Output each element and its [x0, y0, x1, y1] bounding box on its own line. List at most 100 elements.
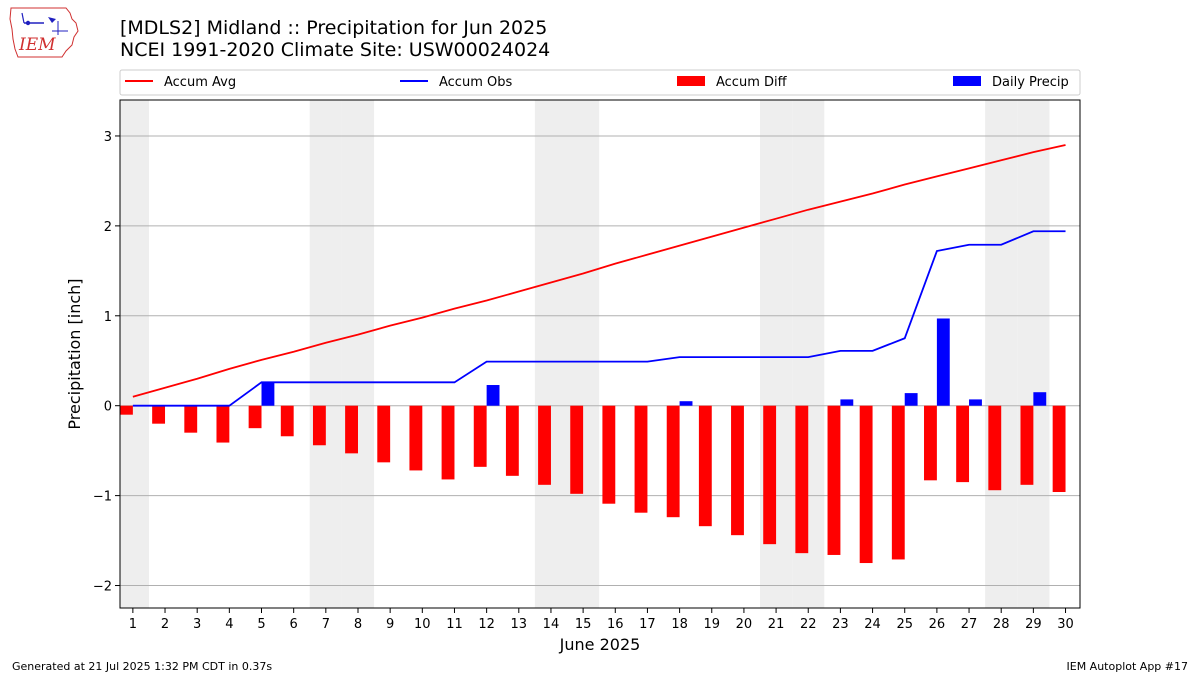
- accum-diff-bar: [1052, 405, 1066, 493]
- accum-avg-line: [132, 144, 1066, 398]
- accum-diff-bar: [602, 405, 616, 504]
- accum-diff-bar: [312, 405, 326, 446]
- chart-title: [MDLS2] Midland :: Precipitation for Jun…: [120, 17, 548, 39]
- accum-diff-bar: [795, 405, 809, 554]
- x-tick-label: 5: [257, 617, 265, 632]
- y-tick-label: 2: [104, 220, 112, 235]
- accum-diff-bar: [409, 405, 423, 471]
- accum-diff-bar: [634, 405, 648, 513]
- chart-subtitle: NCEI 1991-2020 Climate Site: USW00024024: [120, 39, 551, 61]
- x-tick-label: 7: [322, 617, 330, 632]
- legend-label: Accum Avg: [164, 75, 236, 90]
- x-tick-label: 10: [414, 617, 431, 632]
- x-tick-label: 2: [161, 617, 169, 632]
- x-axis-label: June 2025: [559, 635, 641, 654]
- x-tick-label: 13: [511, 617, 528, 632]
- x-tick-label: 17: [639, 617, 656, 632]
- y-tick-label: −1: [93, 490, 112, 505]
- legend-label: Daily Precip: [992, 75, 1069, 90]
- iem-logo: IEM: [9, 7, 79, 58]
- accum-diff-bar: [988, 405, 1002, 491]
- gridlines: [120, 135, 1080, 587]
- x-tick-label: 20: [736, 617, 753, 632]
- weekend-band: [534, 100, 568, 608]
- accum-diff-bar: [956, 405, 970, 483]
- weekend-band: [792, 100, 825, 608]
- daily-precip-bar: [840, 399, 854, 406]
- x-tick-label: 15: [575, 617, 592, 632]
- weekend-band: [985, 100, 1018, 608]
- weekend-band: [567, 100, 600, 608]
- accum-obs-line: [132, 230, 1066, 407]
- x-tick-label: 30: [1057, 617, 1074, 632]
- legend-label: Accum Obs: [439, 75, 512, 90]
- generated-timestamp: Generated at 21 Jul 2025 1:32 PM CDT in …: [12, 660, 273, 673]
- accum-diff-bar: [473, 405, 487, 467]
- daily-precip-bar: [486, 385, 500, 406]
- accum-diff-bar: [280, 405, 294, 437]
- x-tick-label: 6: [290, 617, 298, 632]
- accum-diff-bar: [152, 405, 166, 424]
- x-tick-label: 21: [768, 617, 785, 632]
- accum-diff-bar: [827, 405, 841, 555]
- accum-diff-bar: [1020, 405, 1034, 485]
- y-axis-label: Precipitation [inch]: [65, 278, 84, 429]
- y-tick-label: 0: [104, 400, 112, 415]
- daily-precip-bar: [261, 382, 275, 406]
- accum-diff-bar: [441, 405, 455, 480]
- x-tick-label: 16: [607, 617, 624, 632]
- weekend-band: [760, 100, 793, 608]
- legend-swatch: [953, 76, 981, 86]
- x-tick-label: 12: [478, 617, 495, 632]
- x-tick-label: 29: [1025, 617, 1042, 632]
- legend-label: Accum Diff: [716, 75, 788, 90]
- x-tick-label: 25: [896, 617, 913, 632]
- plot-frame: [119, 99, 1081, 609]
- x-tick-label: 26: [929, 617, 946, 632]
- app-credit: IEM Autoplot App #17: [1066, 660, 1189, 673]
- legend-frame: [119, 69, 1081, 96]
- bars: [120, 318, 1066, 564]
- x-tick-label: 3: [193, 617, 201, 632]
- x-tick-label: 1: [129, 617, 137, 632]
- y-tick-label: 1: [104, 310, 112, 325]
- weekend-band: [341, 100, 375, 608]
- legend-swatch: [677, 76, 705, 86]
- legend: Accum Avg Accum Obs Accum Diff Daily Precip: [119, 69, 1081, 96]
- x-tick-label: 27: [961, 617, 978, 632]
- x-tick-label: 28: [993, 617, 1010, 632]
- y-tick-label: 3: [104, 130, 112, 145]
- weekend-shading: [120, 100, 1050, 608]
- accum-diff-bar: [505, 405, 519, 476]
- series-lines: [132, 144, 1066, 407]
- accum-diff-bar: [924, 405, 937, 481]
- accum-diff-bar: [731, 405, 744, 536]
- accum-diff-bar: [184, 405, 198, 433]
- daily-precip-bar: [936, 318, 950, 406]
- iowa-state-outline: [9, 7, 79, 58]
- accum-diff-bar: [538, 405, 551, 485]
- daily-precip-bar: [904, 393, 918, 406]
- accum-diff-bar: [666, 405, 680, 518]
- daily-precip-bar: [1033, 392, 1047, 406]
- accum-diff-bar: [570, 405, 584, 494]
- x-tick-label: 8: [354, 617, 362, 632]
- weekend-band: [309, 100, 342, 608]
- weekend-band: [1017, 100, 1050, 608]
- accum-diff-bar: [120, 405, 133, 415]
- accum-diff-bar: [891, 405, 905, 560]
- accum-diff-bar: [248, 405, 262, 429]
- daily-precip-bar: [969, 399, 982, 406]
- x-tick-label: 4: [225, 617, 233, 632]
- iem-logo-text: IEM: [18, 35, 56, 55]
- x-tick-label: 19: [703, 617, 720, 632]
- x-tick-label: 14: [543, 617, 560, 632]
- weekend-band: [120, 100, 149, 608]
- y-tick-label: −2: [93, 580, 112, 595]
- x-tick-label: 22: [800, 617, 817, 632]
- x-tick-label: 9: [386, 617, 394, 632]
- accum-diff-bar: [763, 405, 777, 545]
- accum-diff-bar: [859, 405, 873, 564]
